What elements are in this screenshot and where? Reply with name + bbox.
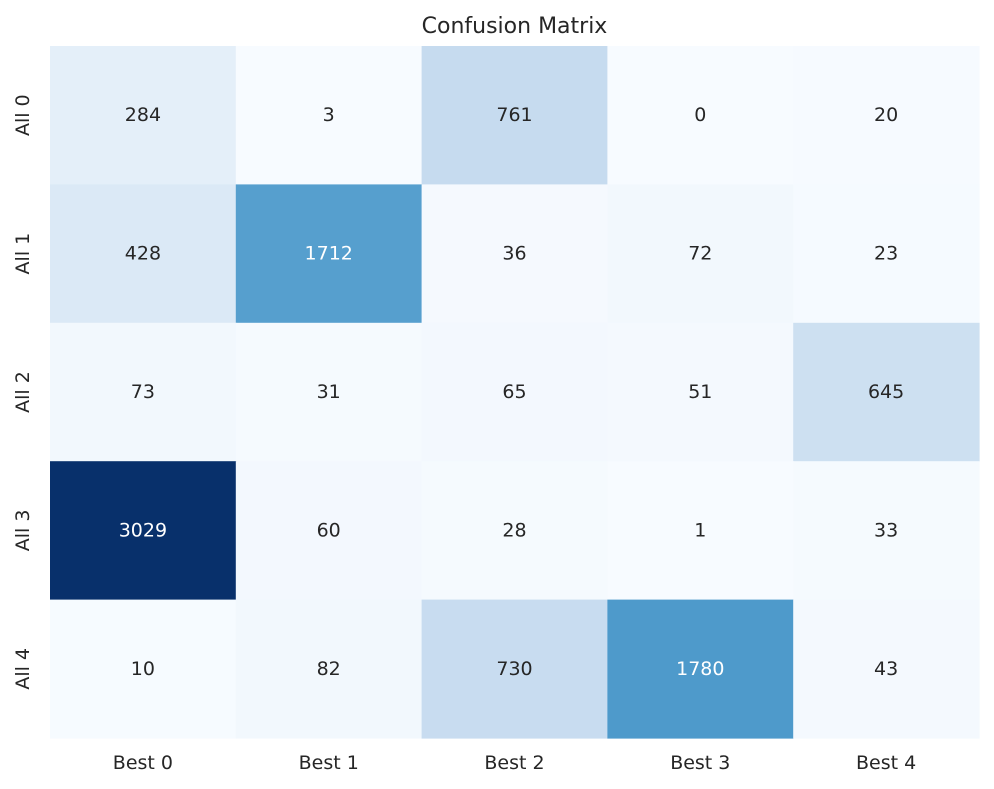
heatmap-cell bbox=[421, 461, 608, 601]
heatmap-cell bbox=[50, 599, 237, 739]
heatmap-cell bbox=[607, 599, 794, 739]
heatmap-cell bbox=[421, 46, 608, 185]
y-tick-label: All 1 bbox=[12, 233, 34, 275]
cell-value-label: 761 bbox=[496, 104, 532, 126]
heatmap-cell bbox=[793, 184, 980, 324]
heatmap-cell bbox=[793, 322, 980, 462]
cell-value-label: 82 bbox=[317, 658, 341, 680]
heatmap-cell bbox=[421, 599, 608, 739]
cell-value-label: 72 bbox=[688, 243, 712, 265]
x-axis-tick-labels: Best 0 Best 1 Best 2 Best 3 Best 4 bbox=[113, 752, 916, 774]
cell-value-label: 31 bbox=[317, 381, 341, 403]
cell-value-label: 28 bbox=[502, 519, 526, 541]
cell-value-label: 3029 bbox=[119, 519, 167, 541]
heatmap-cell bbox=[235, 184, 423, 324]
x-tick-label: Best 3 bbox=[670, 752, 730, 774]
cell-value-label: 730 bbox=[496, 658, 532, 680]
cell-value-label: 1 bbox=[694, 519, 706, 541]
heatmap-cell bbox=[421, 184, 608, 324]
cell-value-label: 73 bbox=[131, 381, 155, 403]
cell-value-label: 36 bbox=[502, 243, 526, 265]
y-axis-tick-labels: All 0 All 1 All 2 All 3 All 4 bbox=[12, 94, 34, 689]
heatmap-cell bbox=[50, 461, 237, 601]
heatmap-cell bbox=[235, 461, 423, 601]
y-tick-label: All 0 bbox=[12, 94, 34, 136]
y-tick-label: All 4 bbox=[12, 648, 34, 690]
x-tick-label: Best 2 bbox=[484, 752, 544, 774]
cell-value-label: 65 bbox=[502, 381, 526, 403]
heatmap-cell bbox=[50, 322, 237, 462]
y-tick-label: All 3 bbox=[12, 510, 34, 552]
cell-value-label: 33 bbox=[874, 519, 898, 541]
heatmap-cell bbox=[793, 46, 980, 185]
heatmap-cells bbox=[50, 46, 980, 739]
cell-value-label: 20 bbox=[874, 104, 898, 126]
cell-value-label: 0 bbox=[694, 104, 706, 126]
heatmap-cell bbox=[235, 599, 423, 739]
x-tick-label: Best 1 bbox=[299, 752, 359, 774]
cell-value-label: 51 bbox=[688, 381, 712, 403]
cell-value-label: 284 bbox=[125, 104, 161, 126]
x-tick-label: Best 4 bbox=[856, 752, 916, 774]
cell-value-label: 10 bbox=[131, 658, 155, 680]
heatmap-cell bbox=[607, 184, 794, 324]
heatmap-cell bbox=[607, 46, 794, 185]
heatmap-cell bbox=[793, 461, 980, 601]
heatmap-cell bbox=[235, 322, 423, 462]
cell-value-label: 428 bbox=[125, 243, 161, 265]
chart-title: Confusion Matrix bbox=[422, 14, 608, 39]
cell-value-label: 1712 bbox=[305, 243, 353, 265]
cell-value-label: 60 bbox=[317, 519, 341, 541]
cell-value-label: 1780 bbox=[676, 658, 724, 680]
heatmap-cell bbox=[607, 461, 794, 601]
cell-value-label: 645 bbox=[868, 381, 904, 403]
heatmap-cell bbox=[50, 184, 237, 324]
cell-value-label: 43 bbox=[874, 658, 898, 680]
cell-value-label: 23 bbox=[874, 243, 898, 265]
heatmap-cell bbox=[793, 599, 980, 739]
heatmap-cell bbox=[607, 322, 794, 462]
heatmap-cell bbox=[50, 46, 237, 185]
x-tick-label: Best 0 bbox=[113, 752, 173, 774]
heatmap-cell bbox=[421, 322, 608, 462]
y-tick-label: All 2 bbox=[12, 371, 34, 413]
cell-value-label: 3 bbox=[323, 104, 335, 126]
heatmap-cell bbox=[235, 46, 423, 185]
